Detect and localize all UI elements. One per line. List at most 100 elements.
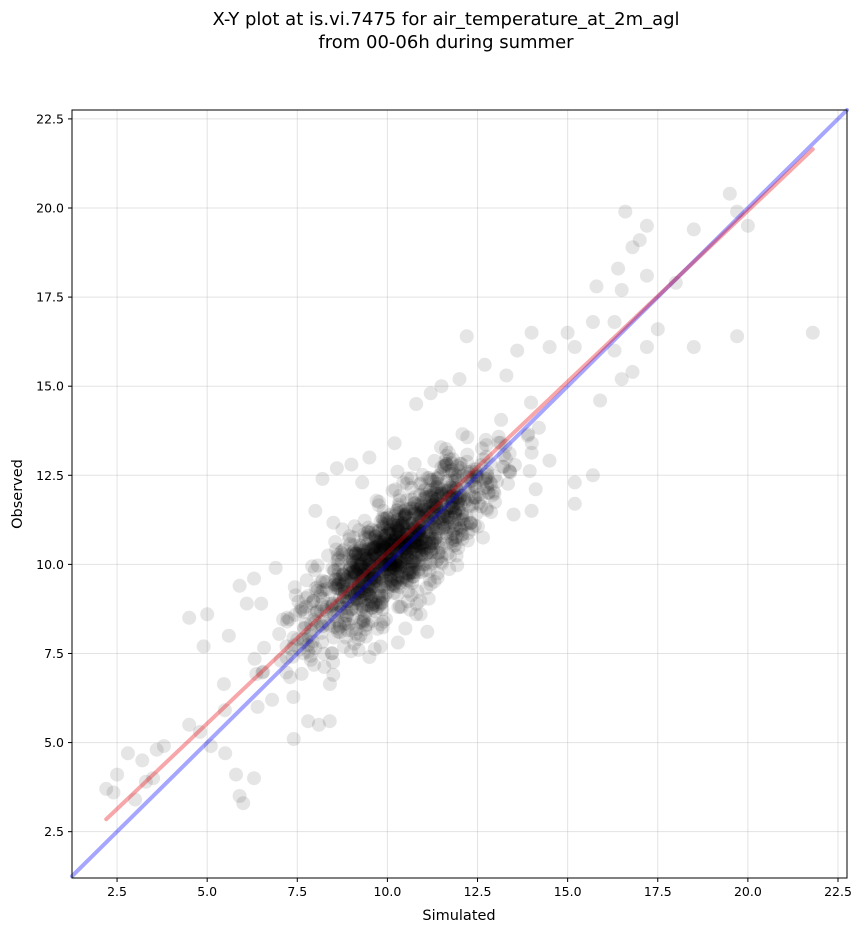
scatter-point bbox=[373, 557, 388, 572]
scatter-point bbox=[294, 666, 309, 681]
scatter-point bbox=[364, 600, 379, 615]
scatter-point bbox=[625, 240, 640, 255]
scatter-point bbox=[387, 436, 402, 451]
scatter-point bbox=[384, 563, 399, 578]
scatter-point bbox=[437, 458, 452, 473]
scatter-point bbox=[344, 577, 359, 592]
scatter-point bbox=[371, 538, 386, 552]
scatter-point bbox=[346, 568, 361, 583]
scatter-point bbox=[414, 528, 429, 543]
scatter-point bbox=[422, 564, 437, 578]
scatter-point bbox=[356, 600, 371, 615]
scatter-point bbox=[357, 530, 372, 544]
scatter-point bbox=[476, 452, 491, 467]
scatter-point bbox=[418, 535, 433, 550]
scatter-point bbox=[412, 548, 427, 563]
scatter-point bbox=[360, 584, 375, 599]
scatter-point bbox=[347, 592, 362, 607]
scatter-point bbox=[369, 534, 384, 548]
scatter-point bbox=[440, 509, 455, 524]
scatter-point bbox=[390, 513, 405, 528]
scatter-point bbox=[498, 438, 513, 453]
scatter-point bbox=[352, 557, 367, 572]
scatter-point bbox=[406, 540, 420, 555]
scatter-point bbox=[453, 497, 468, 511]
scatter-point bbox=[368, 555, 383, 570]
scatter-point bbox=[382, 523, 397, 538]
scatter-point bbox=[297, 621, 312, 636]
scatter-point bbox=[347, 591, 362, 605]
scatter-point bbox=[335, 567, 350, 582]
scatter-point bbox=[424, 504, 438, 519]
scatter-point bbox=[448, 537, 463, 552]
scatter-point bbox=[567, 496, 582, 511]
scatter-point bbox=[356, 614, 371, 629]
scatter-point bbox=[422, 471, 437, 485]
scatter-point bbox=[363, 577, 378, 592]
scatter-point bbox=[328, 535, 343, 549]
scatter-point bbox=[360, 551, 375, 566]
scatter-point bbox=[386, 561, 401, 576]
scatter-point bbox=[397, 527, 412, 542]
scatter-point bbox=[138, 774, 153, 789]
scatter-point bbox=[454, 513, 469, 528]
scatter-point bbox=[423, 515, 438, 530]
scatter-point bbox=[361, 529, 376, 544]
scatter-point bbox=[399, 544, 414, 559]
scatter-point bbox=[481, 485, 496, 500]
scatter-point bbox=[356, 547, 371, 562]
scatter-point bbox=[440, 522, 455, 537]
scatter-point bbox=[442, 512, 456, 527]
scatter-point bbox=[321, 548, 336, 563]
scatter-point bbox=[357, 586, 372, 601]
scatter-point bbox=[448, 533, 463, 547]
scatter-point bbox=[368, 564, 382, 579]
scatter-point bbox=[328, 572, 343, 587]
scatter-point bbox=[417, 514, 432, 529]
scatter-point bbox=[494, 412, 509, 427]
scatter-point bbox=[473, 458, 488, 473]
scatter-point bbox=[365, 541, 380, 556]
scatter-point bbox=[450, 558, 465, 573]
scatter-point bbox=[346, 596, 361, 611]
scatter-point bbox=[457, 517, 472, 532]
scatter-point bbox=[429, 499, 444, 514]
scatter-point bbox=[304, 596, 319, 611]
scatter-point bbox=[528, 482, 543, 497]
scatter-point bbox=[110, 767, 125, 782]
scatter-point bbox=[362, 557, 377, 571]
scatter-point bbox=[359, 551, 374, 566]
scatter-point bbox=[404, 541, 419, 556]
scatter-point bbox=[400, 527, 415, 542]
scatter-point bbox=[381, 552, 396, 567]
scatter-point bbox=[436, 487, 451, 502]
scatter-point bbox=[407, 490, 422, 505]
x-tick-label: 12.5 bbox=[464, 884, 492, 899]
scatter-point bbox=[353, 584, 368, 599]
scatter-point bbox=[370, 533, 385, 547]
scatter-point bbox=[352, 615, 367, 630]
scatter-point bbox=[367, 642, 382, 656]
scatter-point bbox=[381, 557, 396, 572]
scatter-point bbox=[367, 537, 382, 552]
scatter-point bbox=[339, 570, 354, 585]
scatter-point bbox=[380, 511, 395, 526]
scatter-point bbox=[493, 435, 508, 450]
scatter-point bbox=[419, 489, 434, 504]
scatter-point bbox=[454, 506, 469, 521]
scatter-point bbox=[337, 589, 351, 604]
scatter-point bbox=[376, 504, 391, 518]
scatter-point bbox=[359, 553, 374, 567]
scatter-point bbox=[351, 560, 366, 575]
scatter-point bbox=[436, 521, 451, 536]
scatter-point bbox=[434, 554, 449, 569]
scatter-point bbox=[391, 523, 406, 538]
scatter-point bbox=[344, 602, 359, 617]
scatter-point bbox=[456, 512, 471, 527]
scatter-point bbox=[352, 582, 367, 597]
scatter-point bbox=[469, 506, 484, 521]
scatter-point bbox=[377, 588, 392, 603]
scatter-point bbox=[423, 483, 437, 498]
scatter-point bbox=[419, 503, 434, 518]
scatter-point bbox=[99, 781, 114, 796]
